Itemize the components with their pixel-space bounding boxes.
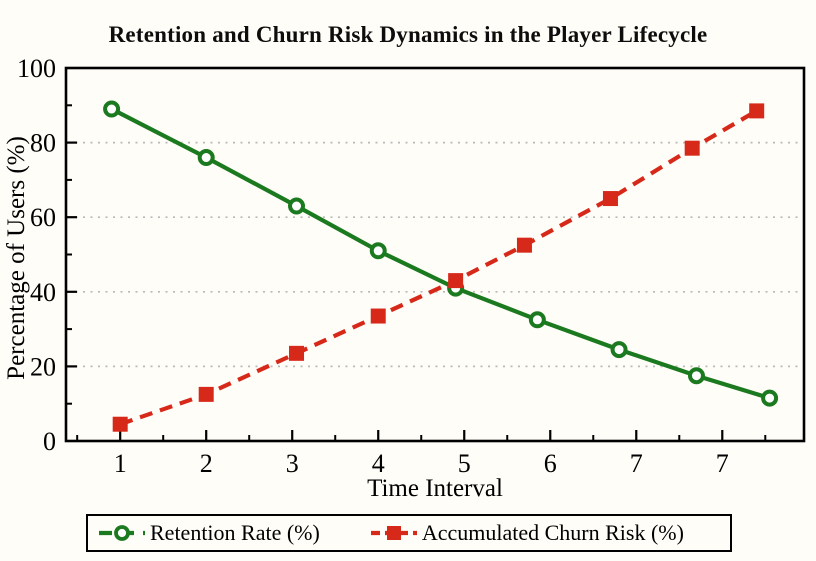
legend-swatch-square [386, 526, 401, 540]
x-tick-label: 3 [286, 449, 299, 478]
retention-line-swatch-icon [98, 523, 146, 543]
x-axis-title: Time Interval [367, 475, 503, 502]
x-tick-label: 2 [200, 449, 213, 478]
legend-swatch-circle [114, 525, 130, 541]
x-tick-label: 1 [114, 449, 127, 478]
chart-title: Retention and Churn Risk Dynamics in the… [108, 22, 708, 47]
churn-risk-marker [448, 273, 464, 289]
y-tick-label: 100 [17, 54, 56, 83]
churn-risk-marker [749, 103, 765, 119]
retention-marker [103, 100, 121, 118]
retention-marker [369, 242, 387, 260]
churn-risk-marker [370, 308, 386, 324]
retention-marker [197, 149, 215, 167]
retention-marker [610, 341, 628, 359]
churn-risk-marker [289, 345, 305, 361]
x-tick-label: 5 [458, 449, 471, 478]
plot-dynamic-layer: 0 20 40 60 80 100 1 2 3 4 5 6 7 7 [17, 54, 806, 478]
y-tick-label: 20 [30, 352, 56, 381]
legend-swatch [99, 525, 145, 541]
churn-risk-marker [112, 416, 128, 432]
churn-risk-marker [198, 386, 214, 402]
plot-area: 0 20 40 60 80 100 1 2 3 4 5 6 7 7 Percentage of Users… [3, 54, 806, 502]
retention-marker [528, 311, 546, 329]
retention-marker [288, 197, 306, 215]
legend-label-churn: Accumulated Churn Risk (%) [421, 520, 684, 545]
retention-marker [687, 367, 705, 385]
x-tick-label: 6 [544, 449, 557, 478]
y-tick-label: 0 [43, 427, 56, 456]
x-tick-label: 7 [716, 449, 729, 478]
y-tick-label: 80 [30, 129, 56, 158]
churn-risk-line [119, 109, 758, 427]
legend-item-retention: Retention Rate (%) [98, 520, 320, 546]
churn-risk-marker [516, 237, 532, 253]
churn-risk-marker [684, 140, 700, 156]
legend-swatch [370, 526, 417, 540]
retention-marker [761, 389, 779, 407]
legend-box: Retention Rate (%) Accumulated Churn Ris… [86, 514, 732, 552]
churn-line-swatch-icon [370, 523, 418, 543]
legend-label-retention: Retention Rate (%) [150, 520, 320, 545]
y-tick-label: 60 [30, 203, 56, 232]
x-tick-label: 7 [630, 449, 643, 478]
y-tick-label: 40 [30, 278, 56, 307]
legend-item-churn: Accumulated Churn Risk (%) [370, 520, 684, 546]
y-axis-title: Percentage of Users (%) [3, 136, 30, 380]
x-tick-label: 4 [372, 449, 385, 478]
churn-risk-marker [602, 191, 618, 207]
plot-border [64, 66, 806, 443]
